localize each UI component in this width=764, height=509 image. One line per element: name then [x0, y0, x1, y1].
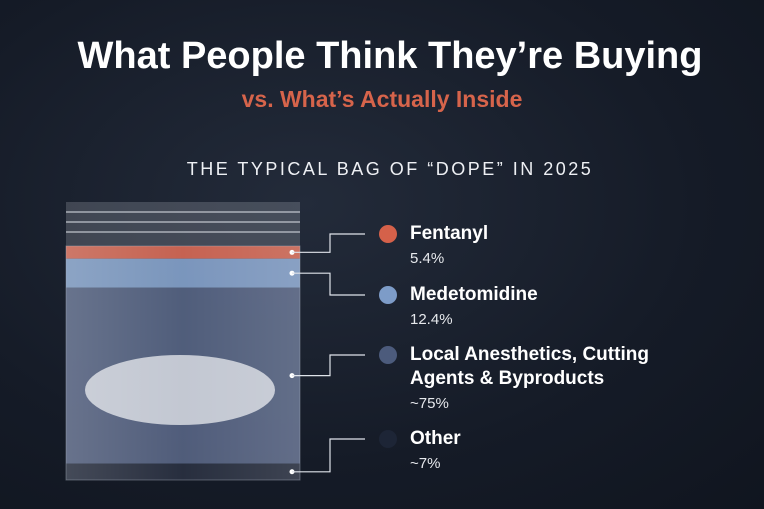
value-label: ~75% [410, 395, 449, 412]
legend-entry: Local Anesthetics, Cutting Agents & Bypr… [410, 343, 710, 415]
value-label: 5.4% [410, 250, 445, 267]
legend-label: Other [410, 428, 461, 449]
bag-body [65, 245, 301, 481]
connector-line [292, 272, 365, 296]
legend-entry: Other ~7% [410, 427, 710, 475]
legend-label: Medetomidine [410, 284, 538, 305]
value-label: 12.4% [410, 311, 453, 328]
connector-line [292, 233, 365, 253]
legend-label: Fentanyl [410, 223, 489, 244]
legend-swatch [379, 286, 397, 304]
connector-line [292, 354, 365, 377]
legend-swatch [379, 346, 397, 364]
chart-subtitle: vs. What’s Actually Inside [242, 86, 523, 112]
section-heading: THE TYPICAL BAG OF “DOPE” IN 2025 [187, 159, 594, 179]
legend-swatch [379, 225, 397, 243]
legend-entry: Medetomidine 12.4% [410, 283, 710, 331]
bag-zipper [66, 202, 300, 246]
legend-swatch [379, 430, 397, 448]
value-label: ~7% [410, 455, 441, 472]
chart-title: What People Think They’re Buying [78, 35, 703, 77]
connector-line [292, 438, 365, 473]
legend-label: Local Anesthetics, Cutting Agents & Bypr… [410, 344, 649, 389]
legend-entry: Fentanyl 5.4% [410, 222, 710, 270]
